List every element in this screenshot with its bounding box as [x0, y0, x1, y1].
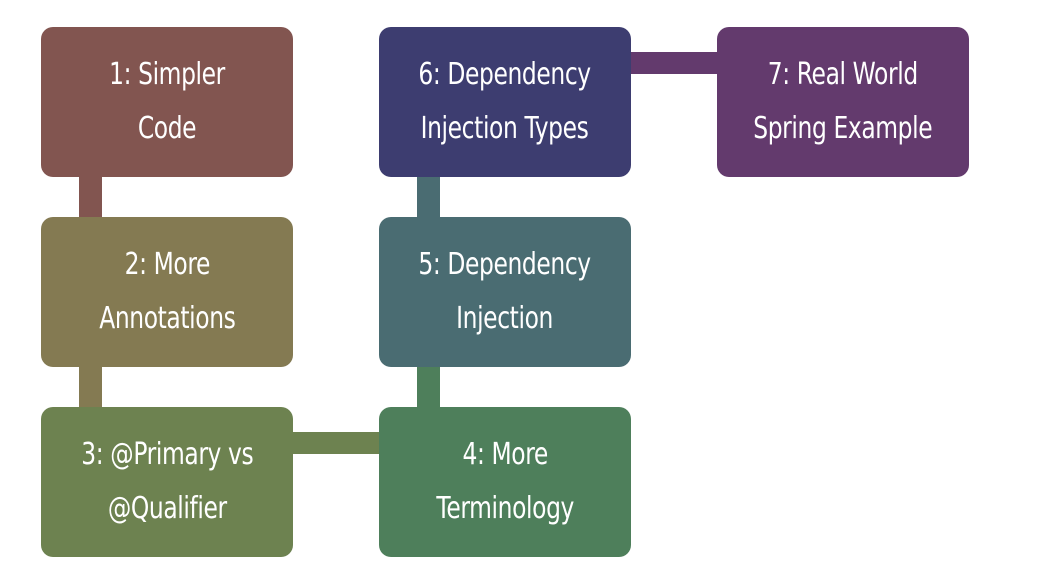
node-label: 4: More Terminology: [436, 437, 574, 526]
connector-3-4: [293, 432, 379, 454]
connector-2-3: [79, 367, 102, 407]
connector-5-6: [417, 177, 440, 217]
node-label: 1: Simpler Code: [109, 57, 225, 146]
node-more-annotations: 2: More Annotations: [41, 217, 293, 367]
node-more-terminology: 4: More Terminology: [379, 407, 631, 557]
node-primary-vs-qualifier: 3: @Primary vs @Qualifier: [41, 407, 293, 557]
node-label: 7: Real World Spring Example: [753, 57, 933, 146]
connector-6-7: [631, 52, 717, 74]
node-label: 3: @Primary vs @Qualifier: [80, 437, 254, 526]
node-dependency-injection-types: 6: Dependency Injection Types: [379, 27, 631, 177]
node-real-world-spring-example: 7: Real World Spring Example: [717, 27, 969, 177]
node-label: 2: More Annotations: [98, 247, 236, 336]
connector-4-5: [417, 367, 440, 407]
connector-1-2: [79, 177, 102, 217]
node-label: 6: Dependency Injection Types: [418, 57, 592, 146]
node-simpler-code: 1: Simpler Code: [41, 27, 293, 177]
node-label: 5: Dependency Injection: [418, 247, 592, 336]
node-dependency-injection: 5: Dependency Injection: [379, 217, 631, 367]
